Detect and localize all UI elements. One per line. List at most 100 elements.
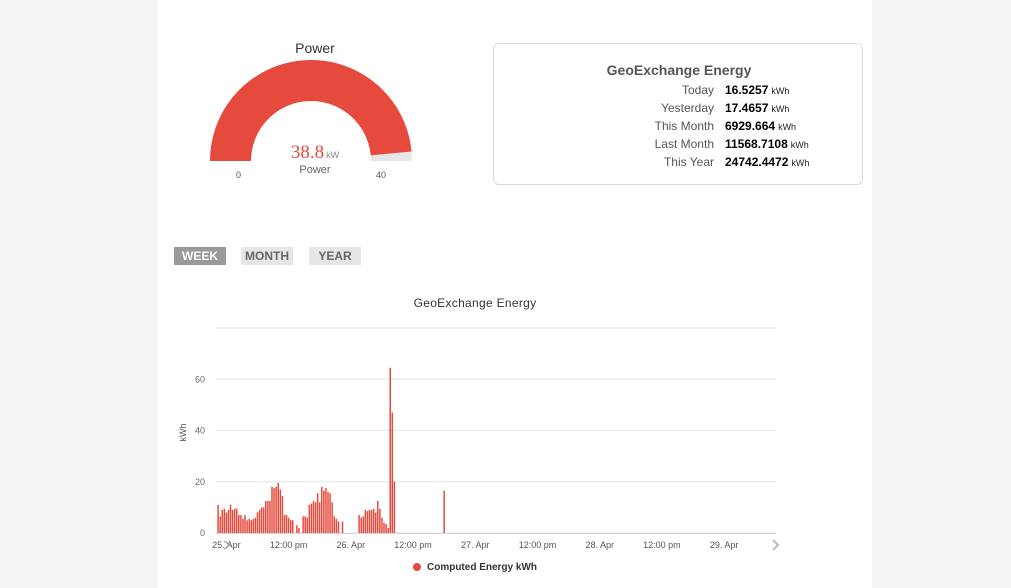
row-label: This Year (663, 155, 714, 169)
energy-summary-card: GeoExchange Energy Today 16.5257 kWh Yest… (493, 43, 863, 185)
chart-bar (379, 508, 381, 533)
row-number: 24742.4472 (725, 155, 789, 169)
row-number: 17.4657 (725, 101, 769, 115)
gauge-value-number: 38.8 (290, 142, 325, 163)
y-axis-label: kWh (178, 424, 188, 442)
chart-bar (337, 521, 340, 533)
gauge-value: 38.8 kW (200, 142, 430, 164)
chart-bar (258, 509, 261, 533)
row-label: Last Month (654, 137, 714, 151)
x-tick-label: 12:00 pm (394, 540, 432, 550)
chart-bar (393, 481, 396, 533)
tab-month[interactable]: MONTH (241, 247, 293, 265)
power-gauge: Power 38.8 kW Power 0 40 (200, 34, 430, 194)
tab-year[interactable]: YEAR (309, 247, 361, 265)
row-unit: kWh (771, 86, 790, 96)
gauge-max-label: 40 (376, 170, 387, 180)
chart-bar (296, 525, 298, 533)
chart-bar (362, 516, 365, 533)
chart-bar (250, 520, 253, 533)
chart-bar (389, 367, 391, 533)
row-number: 11568.7108 (725, 137, 788, 151)
chart-bar (269, 500, 271, 533)
chart-bar (358, 515, 360, 533)
tab-week[interactable]: WEEK (174, 247, 226, 265)
chart-bar (377, 500, 379, 533)
legend-label: Computed Energy kWh (426, 562, 537, 573)
chart-bar (366, 511, 369, 533)
chart-bar (227, 509, 230, 533)
chart-bar (252, 518, 255, 533)
row-value: 24742.4472 kWh (725, 153, 809, 172)
chart-bar (383, 522, 385, 533)
row-unit: kWh (778, 122, 797, 132)
card-rows: Today 16.5257 kWh Yesterday 17.4657 kWh Th… (494, 81, 864, 171)
chart-bar (217, 504, 219, 533)
x-tick-label: 29. Apr (710, 540, 739, 550)
chart-title: GeoExchange Energy (413, 296, 537, 310)
row-label: This Month (654, 119, 714, 133)
chart-bar (240, 515, 242, 533)
chart-bar (302, 516, 304, 533)
card-row-last-month: Last Month 11568.7108 kWh (494, 135, 864, 153)
card-title: GeoExchange Energy (606, 62, 752, 78)
chart-bar (246, 520, 248, 533)
chart-bar (391, 412, 394, 533)
chart-bar (385, 524, 387, 533)
gauge-label: Power (299, 164, 331, 176)
legend-marker (412, 563, 421, 571)
chart-bar (381, 517, 383, 533)
chart-bar (312, 500, 315, 533)
row-number: 6929.664 (725, 119, 776, 133)
chart-bar (360, 517, 362, 533)
chart-bar (325, 488, 327, 533)
chart-bar (285, 515, 288, 533)
chart-bar (256, 512, 259, 533)
chart-bar (238, 515, 240, 533)
chart-bar (254, 517, 257, 533)
chart-bar (318, 502, 321, 533)
x-tick-label: 12:00 pm (270, 540, 308, 550)
chart-bar (260, 507, 263, 533)
scroll-right-arrow-icon (772, 539, 780, 551)
row-label: Yesterday (661, 101, 714, 115)
chart-legend[interactable]: Computed Energy kWh (0, 562, 950, 573)
gauge-value-unit: kW (326, 150, 340, 160)
card-row-this-year: This Year 24742.4472 kWh (494, 153, 864, 171)
chart-bar (374, 512, 377, 533)
chart-bar (248, 518, 250, 533)
chart-bar (306, 517, 309, 533)
row-value: 6929.664 kWh (725, 117, 796, 136)
gauge-min-label: 0 (236, 170, 242, 180)
chart-bar (231, 509, 234, 533)
gauge-fill (210, 60, 412, 162)
chart-bar (219, 516, 221, 533)
chart-bar (223, 508, 226, 533)
chart-bar (233, 508, 236, 533)
chart-bar (235, 508, 238, 533)
y-tick-label: 60 (195, 374, 205, 384)
chart-bar (267, 500, 269, 533)
chart-bar (327, 492, 329, 533)
row-unit: kWh (791, 158, 810, 168)
chart-bar (387, 527, 389, 533)
chart-bar (262, 507, 265, 533)
chart-bar (221, 509, 223, 533)
chart-bar (316, 493, 319, 533)
chart-bar (333, 516, 335, 533)
chart-bar (265, 500, 267, 533)
chart-bar (225, 512, 228, 533)
chart-bar (443, 490, 445, 533)
row-unit: kWh (771, 104, 790, 114)
chart-bar (242, 518, 244, 533)
row-value: 16.5257 kWh (725, 81, 789, 100)
chart-bar (310, 503, 313, 533)
row-unit: kWh (790, 140, 809, 150)
scroll-left-handle-icon (223, 540, 231, 550)
chart-bar (308, 504, 311, 533)
chart-bar (298, 527, 300, 533)
x-tick-label: 12:00 pm (519, 540, 557, 550)
chart-bar (329, 493, 331, 533)
chart-bar (289, 520, 292, 533)
